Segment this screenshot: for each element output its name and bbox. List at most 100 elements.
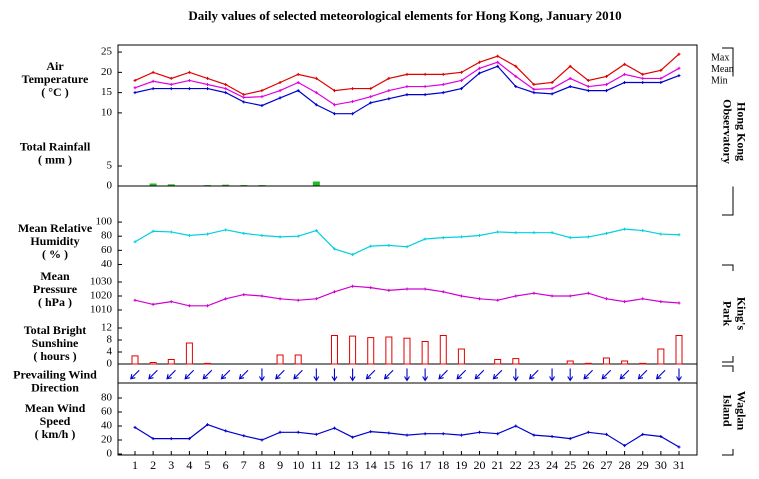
point-marker xyxy=(514,74,518,78)
bar xyxy=(403,337,411,365)
bar xyxy=(367,337,375,365)
point-marker xyxy=(604,231,608,235)
point-marker xyxy=(242,231,246,235)
wind-arrow xyxy=(492,369,503,380)
wind-arrow xyxy=(258,368,265,382)
point-marker xyxy=(260,95,264,99)
wind-arrow xyxy=(202,369,213,380)
point-marker xyxy=(369,286,373,290)
point-marker xyxy=(296,430,300,434)
x-tick-label: 2 xyxy=(150,458,156,472)
point-marker xyxy=(586,89,590,93)
x-tick-label: 31 xyxy=(673,458,685,472)
wind-arrow xyxy=(438,369,448,380)
panel-label: Mean Relative xyxy=(18,221,93,235)
point-marker xyxy=(169,230,173,234)
point-marker xyxy=(314,91,318,95)
y-tick-label: 1010 xyxy=(90,304,113,316)
point-marker xyxy=(133,78,137,82)
bar xyxy=(185,342,193,365)
point-marker xyxy=(568,294,572,298)
bar xyxy=(566,360,574,365)
point-marker xyxy=(550,80,554,84)
point-marker xyxy=(133,425,137,429)
point-marker xyxy=(405,287,409,291)
panel-label: Speed xyxy=(40,414,71,428)
point-marker xyxy=(351,435,355,439)
point-marker xyxy=(586,291,590,295)
line xyxy=(134,228,680,256)
x-tick-label: 12 xyxy=(328,458,340,472)
bar xyxy=(439,335,447,365)
point-marker xyxy=(659,300,663,304)
point-marker xyxy=(405,433,409,437)
x-tick-label: 19 xyxy=(455,458,467,472)
bar xyxy=(385,336,393,365)
point-marker xyxy=(405,85,409,89)
point-marker xyxy=(332,103,336,107)
point-marker xyxy=(169,87,173,91)
y-tick-label: 100 xyxy=(96,216,113,228)
point-marker xyxy=(623,300,627,304)
panel-label: Sunshine xyxy=(32,336,79,350)
point-marker xyxy=(369,430,373,434)
y-tick-label: 1020 xyxy=(90,290,113,302)
point-marker xyxy=(641,80,645,84)
point-marker xyxy=(314,432,318,436)
point-marker xyxy=(496,432,500,436)
wind-arrow xyxy=(404,368,410,382)
y-tick-label: 80 xyxy=(101,392,113,404)
point-marker xyxy=(532,91,536,95)
x-tick-label: 30 xyxy=(655,458,667,472)
bar xyxy=(167,359,175,365)
point-marker xyxy=(151,79,155,83)
point-marker xyxy=(224,228,228,232)
bar xyxy=(294,354,302,365)
station-label: Island xyxy=(720,394,734,426)
point-marker xyxy=(133,91,137,95)
wind-arrow xyxy=(512,368,519,382)
point-marker xyxy=(278,235,282,239)
wind-arrow xyxy=(528,369,539,380)
panel-label: ( hours ) xyxy=(33,349,76,363)
wind-arrow xyxy=(238,369,249,380)
point-marker xyxy=(206,304,210,308)
point-marker xyxy=(623,80,627,84)
wind-arrow xyxy=(313,368,320,382)
y-tick-label: 20 xyxy=(101,66,113,78)
panel-label: Mean Wind xyxy=(25,401,86,415)
point-marker xyxy=(441,236,445,240)
wind-arrow xyxy=(456,369,467,380)
x-tick-label: 3 xyxy=(168,458,174,472)
wind-arrow xyxy=(220,369,231,380)
panel-label: ( hPa ) xyxy=(38,295,72,309)
point-marker xyxy=(332,426,336,430)
point-marker xyxy=(423,432,427,436)
point-marker xyxy=(369,95,373,99)
point-marker xyxy=(242,95,246,99)
point-marker xyxy=(441,91,445,95)
point-marker xyxy=(478,430,482,434)
wind-arrow xyxy=(655,369,666,380)
point-marker xyxy=(351,284,355,288)
point-marker xyxy=(224,91,228,95)
panel-label: Mean xyxy=(40,269,70,283)
bar xyxy=(276,354,284,365)
y-tick-label: 60 xyxy=(101,406,113,418)
point-marker xyxy=(242,293,246,297)
x-tick-label: 6 xyxy=(223,458,229,472)
bar xyxy=(512,358,520,365)
point-marker xyxy=(387,431,391,435)
point-marker xyxy=(478,60,482,64)
panel-label: ( % ) xyxy=(42,247,68,261)
bar xyxy=(657,348,665,365)
point-marker xyxy=(332,290,336,294)
x-tick-label: 15 xyxy=(383,458,395,472)
point-marker xyxy=(550,87,554,91)
point-marker xyxy=(586,78,590,82)
panel-label: ( °C ) xyxy=(41,85,68,99)
panel-label: ( mm ) xyxy=(38,152,72,166)
point-marker xyxy=(550,294,554,298)
point-marker xyxy=(550,92,554,96)
point-marker xyxy=(296,89,300,93)
